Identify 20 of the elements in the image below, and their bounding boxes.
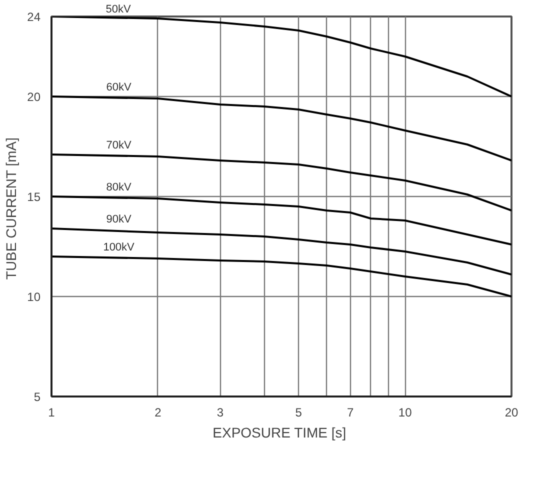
x-tick-label: 2 xyxy=(154,406,162,420)
x-tick-label: 1 xyxy=(48,406,56,420)
series-label: 60kV xyxy=(106,82,132,94)
series-label: 70kV xyxy=(106,140,132,152)
series-label: 80kV xyxy=(106,182,132,194)
y-axis-title: TUBE CURRENT [mA] xyxy=(3,138,20,280)
x-tick-label: 5 xyxy=(295,406,302,420)
series-label: 90kV xyxy=(106,214,132,226)
y-tick-label: 5 xyxy=(34,390,41,404)
y-tick-label: 20 xyxy=(27,90,41,104)
x-tick-label: 20 xyxy=(504,406,518,420)
y-tick-label: 10 xyxy=(27,290,41,304)
x-tick-label: 10 xyxy=(398,406,412,420)
y-tick-label: 15 xyxy=(27,190,41,204)
series-label: 50kV xyxy=(106,4,132,16)
series-label: 100kV xyxy=(103,242,136,254)
x-tick-label: 7 xyxy=(346,406,354,420)
y-tick-label: 24 xyxy=(27,10,41,24)
x-tick-label: 3 xyxy=(216,406,224,420)
x-axis-title: EXPOSURE TIME [s] xyxy=(212,424,346,440)
